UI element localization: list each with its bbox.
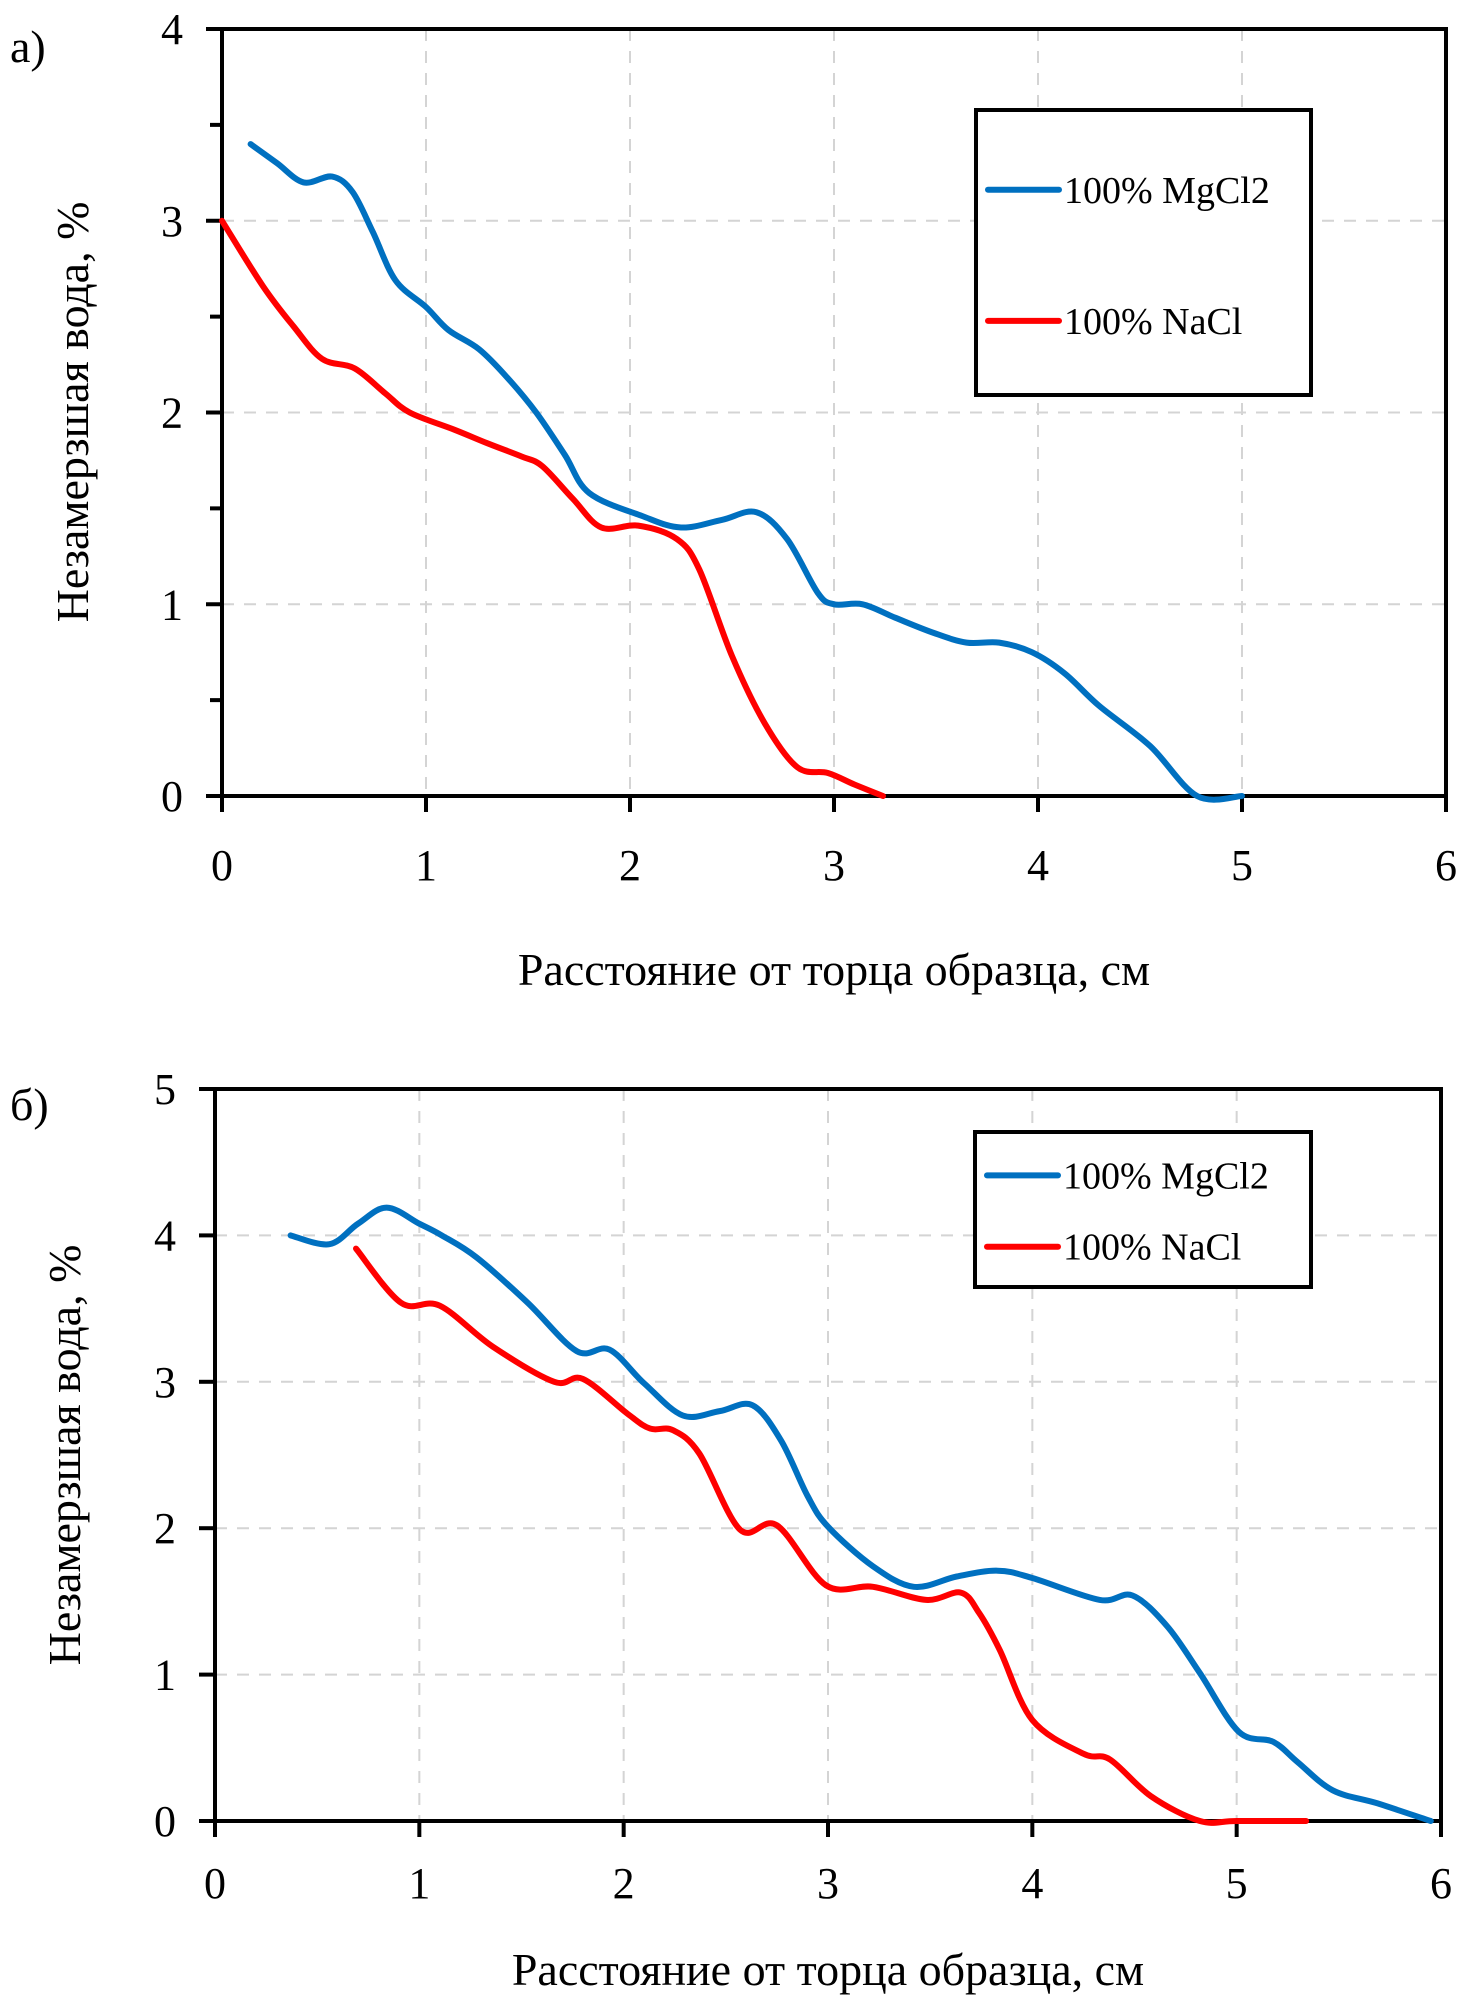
y-tick-label: 3: [161, 197, 183, 246]
x-axis-label: Расстояние от торца образца, см: [518, 944, 1150, 995]
series-line-nacl: [353, 1245, 1310, 1826]
series-line-nacl: [219, 217, 886, 799]
x-tick-label: 5: [1231, 841, 1253, 890]
legend-label-nacl: 100% NaCl: [1063, 1227, 1241, 1269]
legend-box: [974, 108, 1313, 397]
x-tick-label: 1: [408, 1859, 430, 1908]
legend-label-mgcl2: 100% MgCl2: [1063, 1155, 1269, 1197]
y-tick-label: 2: [154, 1504, 176, 1553]
x-tick-label: 6: [1430, 1859, 1452, 1908]
legend-box: [973, 1130, 1313, 1289]
y-tick-label: 0: [154, 1797, 176, 1846]
y-axis-label: Незамерзшая вода, %: [39, 1245, 90, 1666]
y-tick-label: 0: [161, 772, 183, 821]
x-tick-label: 6: [1435, 841, 1457, 890]
x-tick-label: 1: [415, 841, 437, 890]
y-tick-label: 5: [154, 1065, 176, 1114]
chart-panel-b: 0 1 2 3 4 5 6 0 1 2 3 4 5 Расстояние от торца образца…: [10, 1065, 1452, 1995]
series-line-mgcl2: [287, 1204, 1434, 1824]
y-axis-label: Незамерзшая вода, %: [47, 202, 98, 623]
y-tick-label: 4: [161, 5, 183, 54]
panel-label: б): [10, 1079, 49, 1130]
y-tick-label: 2: [161, 389, 183, 438]
series-line-mgcl2: [247, 141, 1245, 803]
x-tick-label: 2: [613, 1859, 635, 1908]
legend: 100% MgCl2 100% NaCl: [974, 108, 1313, 397]
legend-label-mgcl2: 100% MgCl2: [1064, 170, 1270, 212]
x-tick-label: 4: [1027, 841, 1049, 890]
x-axis-label: Расстояние от торца образца, см: [512, 1944, 1144, 1995]
x-tick-label: 3: [817, 1859, 839, 1908]
y-tick-label: 3: [154, 1358, 176, 1407]
x-tick-label: 5: [1226, 1859, 1248, 1908]
x-tick-label: 2: [619, 841, 641, 890]
x-tick-label: 0: [211, 841, 233, 890]
x-tick-label: 4: [1021, 1859, 1043, 1908]
legend: 100% MgCl2 100% NaCl: [973, 1130, 1313, 1289]
x-tick-label: 3: [823, 841, 845, 890]
y-tick-label: 4: [154, 1211, 176, 1260]
y-tick-label: 1: [161, 580, 183, 629]
panel-label: а): [10, 21, 46, 72]
chart-panel-a: 0 1 2 3 4 5 6 0 1 2 3 4 Расстояние от торца образца,…: [10, 5, 1457, 995]
legend-label-nacl: 100% NaCl: [1064, 301, 1242, 343]
x-tick-label: 0: [204, 1859, 226, 1908]
y-tick-label: 1: [154, 1651, 176, 1700]
